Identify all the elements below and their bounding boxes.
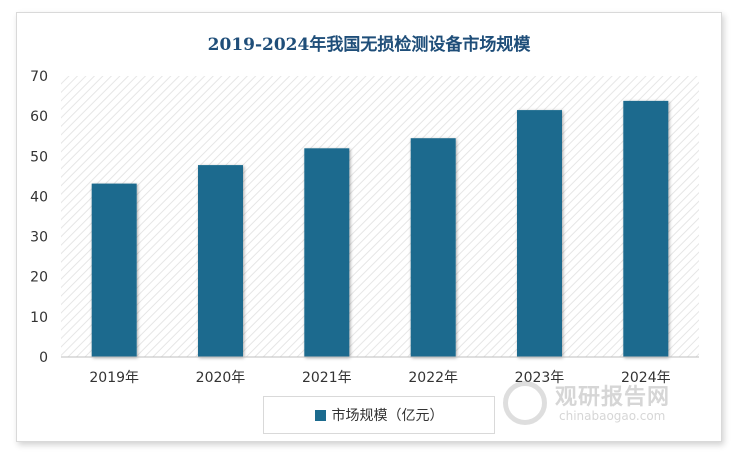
y-tick-label: 30: [30, 230, 48, 246]
x-tick-label: 2020年: [196, 370, 246, 386]
x-tick-label: 2024年: [621, 370, 671, 386]
bar-2024年: [623, 100, 669, 358]
y-tick-label: 20: [30, 270, 48, 286]
legend-label: 市场规模（亿元）: [331, 408, 444, 424]
x-tick-label: 2022年: [408, 370, 458, 386]
x-tick-label: 2021年: [302, 370, 352, 386]
y-tick-label: 50: [30, 149, 48, 165]
watermark-name: 观研报告网: [555, 385, 671, 410]
y-tick-label: 60: [30, 109, 48, 125]
y-tick-label: 70: [30, 69, 48, 85]
plot-area: [61, 76, 699, 357]
x-tick-label: 2019年: [89, 370, 139, 386]
y-tick-label: 10: [30, 310, 48, 326]
bar-2019年: [91, 183, 137, 357]
y-tick-label: 40: [30, 189, 48, 205]
chart-title: 2019-2024年我国无损检测设备市场规模: [207, 35, 531, 55]
bar-2021年: [304, 148, 350, 357]
watermark-site: chinabaogao.com: [559, 409, 666, 423]
watermark-logo-icon: [503, 381, 547, 425]
bar-2022年: [410, 138, 456, 357]
y-tick-label: 0: [39, 350, 48, 366]
legend-swatch: [314, 409, 326, 421]
watermark: 观研报告网 chinabaogao.com: [503, 379, 693, 429]
bar-2020年: [198, 165, 243, 357]
legend: 市场规模（亿元）: [263, 396, 495, 434]
bar-2023年: [517, 110, 562, 357]
